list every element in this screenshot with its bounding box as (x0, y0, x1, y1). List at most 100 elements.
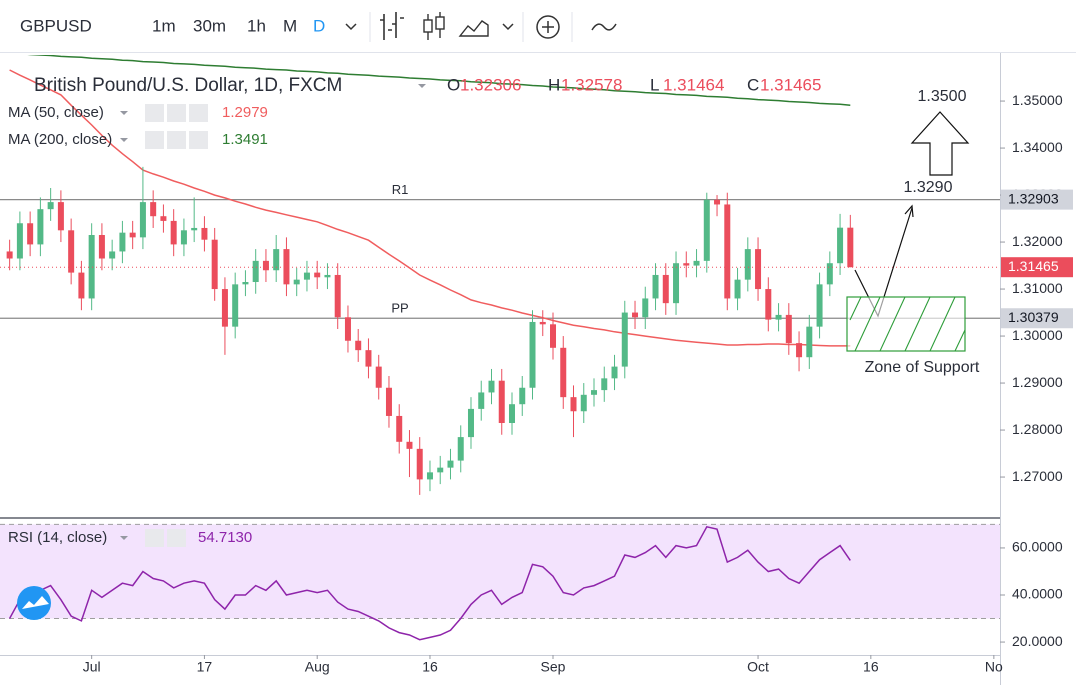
candle-body (703, 199, 710, 261)
interval[interactable]: M (283, 16, 297, 35)
y-tick-label: 1.34000 (1012, 139, 1063, 155)
candle-body (47, 202, 54, 210)
compare-icon[interactable] (591, 23, 617, 31)
candle-body (693, 260, 700, 266)
indicator-icon[interactable] (536, 15, 560, 39)
area-icon[interactable] (458, 20, 489, 37)
interval[interactable]: 30m (193, 16, 226, 35)
candle-body (355, 340, 362, 351)
candle-body (426, 472, 433, 480)
y-tick-label: 1.28000 (1012, 421, 1063, 437)
candle-body (129, 232, 136, 238)
candle-body (221, 289, 228, 327)
interval[interactable]: 1h (247, 16, 266, 35)
legend-button (167, 131, 186, 149)
ma-value: 1.3491 (222, 131, 268, 148)
candle-body (98, 235, 105, 259)
candle-body (570, 397, 577, 412)
candle-body (375, 366, 382, 388)
ohlc-readout: O 1.32306 H 1.32578 L 1.31464 C 1.31465 (447, 75, 821, 94)
candles-icon[interactable] (435, 16, 445, 30)
candle-body (180, 230, 187, 245)
candle-body (119, 232, 126, 252)
candle-body (324, 274, 331, 278)
legend: British Pound/U.S. Dollar, 1D, FXCM O 1.3… (8, 75, 821, 149)
candle-body (242, 282, 249, 285)
x-tick-label: No (985, 659, 1003, 675)
target-arrow (910, 111, 970, 176)
candle-body (283, 249, 290, 285)
candle-body (519, 387, 526, 405)
level-name: R1 (392, 182, 409, 197)
ma-line (9, 69, 851, 347)
level-value: 1.30379 (1008, 309, 1059, 325)
candle-body (88, 235, 95, 299)
candle-body (837, 227, 844, 264)
candle-body (508, 404, 515, 424)
candle-body (560, 347, 567, 398)
candle-body (109, 251, 116, 259)
target-high-label: 1.3500 (918, 88, 967, 105)
level-value: 1.32903 (1008, 190, 1059, 206)
candles-icon[interactable] (423, 19, 433, 33)
candle-body (57, 202, 64, 231)
ma-name: MA (200, close) (8, 131, 112, 148)
ohlc-key: L (650, 75, 659, 94)
candle-body (437, 467, 444, 473)
candle-body (539, 321, 546, 325)
x-tick-label: 16 (863, 659, 879, 675)
candle-body (765, 289, 772, 320)
interval-active[interactable]: D (313, 16, 325, 35)
candle-body (611, 366, 618, 379)
candle-body (662, 274, 669, 304)
ohlc-key: O (447, 75, 460, 94)
legend-button (167, 104, 186, 122)
support-zone (846, 296, 966, 352)
candle-body (816, 284, 823, 327)
candle-body (160, 216, 167, 221)
candle-body (252, 260, 259, 283)
rsi-value: 54.7130 (198, 529, 252, 546)
rsi-pane (0, 523, 1000, 641)
ma-line (27, 55, 851, 107)
target-label: 1.3290 (904, 179, 953, 196)
candle-body (273, 249, 280, 271)
dropdown-icon[interactable] (345, 23, 357, 31)
y-tick-label: 1.31000 (1012, 280, 1063, 296)
candle-body (826, 263, 833, 285)
candle-body (365, 350, 372, 367)
candle-body (37, 209, 44, 245)
candle-body (334, 274, 341, 318)
candle-body (673, 263, 680, 304)
zone-label: Zone of Support (865, 359, 980, 376)
interval[interactable]: 1m (152, 16, 176, 35)
x-tick-label: 17 (197, 659, 213, 675)
rsi-logo (17, 586, 51, 620)
candle-body (416, 448, 423, 480)
symbol[interactable]: GBPUSD (20, 16, 92, 35)
last-price-box (1001, 257, 1073, 278)
ohlc-key: H (548, 75, 560, 94)
candle-body (467, 408, 474, 438)
candle-body (529, 321, 536, 388)
candle-body (683, 263, 690, 266)
candle-body (724, 204, 731, 299)
candle-body (150, 202, 157, 217)
candle-body (396, 415, 403, 442)
ma-value: 1.2979 (222, 104, 268, 121)
dropdown-icon (120, 536, 128, 540)
candle-body (344, 317, 351, 341)
y-tick-label: 40.0000 (1012, 586, 1063, 602)
candle-body (68, 230, 75, 273)
bars-icon[interactable] (380, 12, 404, 40)
candle-body (775, 314, 782, 320)
level-name: PP (391, 301, 408, 316)
candle-body (385, 387, 392, 416)
dropdown-icon[interactable] (502, 23, 514, 31)
candle-body (191, 227, 198, 231)
candle-body (621, 312, 628, 367)
candle-body (303, 272, 310, 280)
candle-body (314, 272, 321, 278)
ma-name: MA (50, close) (8, 104, 104, 121)
candle-body (806, 326, 813, 358)
